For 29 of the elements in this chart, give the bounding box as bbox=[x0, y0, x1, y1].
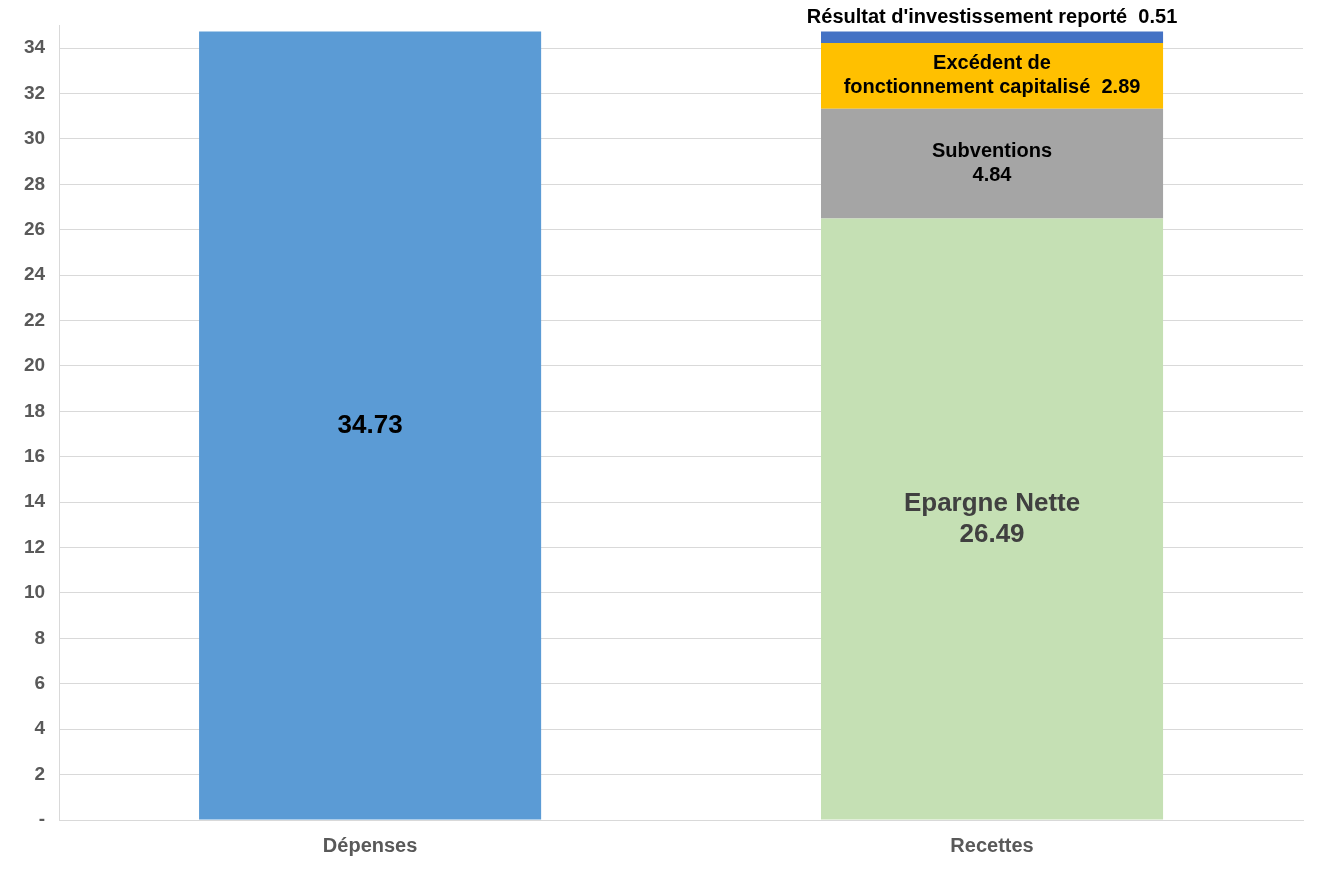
data-label: 26.49 bbox=[959, 517, 1025, 548]
y-tick-label: 26 bbox=[23, 217, 46, 239]
y-tick-label: 4 bbox=[34, 717, 46, 739]
y-tick-label: 10 bbox=[23, 581, 46, 603]
y-tick-label: - bbox=[38, 808, 46, 830]
data-label: 34.73 bbox=[337, 408, 403, 439]
series-label: Excédent de fonctionnement capitalisé bbox=[843, 51, 1091, 98]
x-tick-label: Dépenses bbox=[322, 833, 418, 856]
y-tick-label: 32 bbox=[23, 81, 46, 103]
y-tick-label: 14 bbox=[23, 490, 46, 512]
x-tick-label: Recettes bbox=[950, 833, 1034, 856]
y-tick-label: 8 bbox=[34, 626, 46, 648]
y-tick-label: 24 bbox=[23, 263, 46, 285]
y-tick-label: 12 bbox=[23, 535, 46, 557]
series-label: Subventions bbox=[932, 139, 1053, 162]
data-label: 2.89 bbox=[1101, 75, 1141, 98]
y-tick-label: 34 bbox=[23, 36, 46, 58]
data-label: 0.51 bbox=[1138, 5, 1178, 28]
y-tick-label: 16 bbox=[23, 444, 46, 466]
y-tick-label: 28 bbox=[23, 172, 46, 194]
y-tick-label: 22 bbox=[23, 308, 46, 330]
y-tick-label: 18 bbox=[23, 399, 46, 421]
y-tick-label: 20 bbox=[23, 354, 46, 376]
y-tick-label: 30 bbox=[23, 127, 46, 149]
data-label: 4.84 bbox=[972, 163, 1013, 186]
series-label: Résultat d'investissement reporté bbox=[806, 5, 1128, 28]
y-tick-label: 2 bbox=[34, 762, 46, 784]
y-tick-label: 6 bbox=[34, 672, 46, 694]
series-label: Epargne Nette bbox=[903, 486, 1081, 517]
